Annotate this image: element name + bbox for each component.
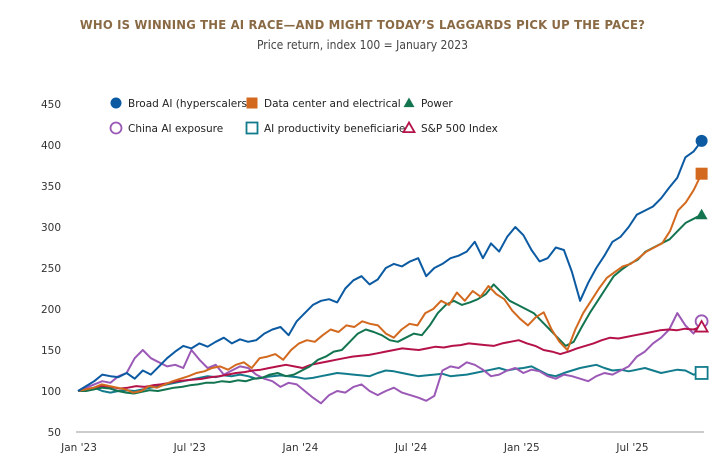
end-marker — [695, 167, 708, 180]
legend-item: Power — [403, 97, 453, 110]
x-tick-label: Jul '23 — [173, 442, 206, 454]
end-marker — [695, 134, 708, 147]
x-tick-label: Jan '24 — [282, 442, 319, 454]
y-tick-label: 450 — [41, 99, 61, 111]
y-tick-label: 250 — [41, 263, 61, 275]
legend-circle-icon — [110, 97, 122, 109]
y-tick-label: 50 — [48, 427, 61, 439]
legend-label: AI productivity beneficiaries — [264, 123, 411, 135]
x-tick-label: Jan '23 — [60, 442, 97, 454]
legend-item: AI productivity beneficiaries — [245, 121, 411, 135]
series-end-markers — [694, 134, 710, 380]
series-line-power — [78, 213, 703, 395]
end-marker — [694, 366, 709, 380]
legend-circle-open-icon — [109, 121, 123, 135]
series-line-broad-ai-hyperscalers- — [77, 140, 703, 392]
series-line-data-center-and-electrical — [77, 173, 703, 394]
legend-triangle-icon — [403, 97, 415, 108]
y-axis: 50 100 150 200 250 300 350 400 450 — [41, 99, 61, 439]
x-tick-label: Jan '25 — [503, 442, 540, 454]
x-tick-label: Jul '25 — [615, 442, 648, 454]
series-lines — [77, 140, 703, 405]
legend-square-open-icon — [245, 121, 259, 135]
series-line-s-p-500-index — [77, 326, 702, 392]
legend-item: Data center and electrical — [246, 97, 401, 110]
chart-title: WHO IS WINNING THE AI RACE—AND MIGHT TOD… — [79, 17, 646, 32]
legend: Broad AI (hyperscalers) Data center and e… — [109, 97, 498, 135]
legend-square-icon — [246, 97, 258, 109]
legend-item: S&P 500 Index — [401, 120, 498, 135]
y-tick-label: 400 — [41, 140, 61, 152]
series-line-china-ai-exposure — [77, 312, 703, 405]
end-marker — [694, 319, 710, 333]
y-tick-label: 100 — [41, 386, 61, 398]
end-marker — [695, 208, 708, 220]
x-axis: Jan '23 Jul '23 Jan '24 Jul '24 Jan '25 Jul '… — [60, 442, 649, 454]
chart-subtitle: Price return, index 100 = January 2023 — [256, 38, 469, 52]
legend-item: Broad AI (hyperscalers) — [110, 97, 251, 110]
legend-label: S&P 500 Index — [421, 123, 498, 135]
legend-label: Broad AI (hyperscalers) — [128, 98, 251, 110]
y-tick-label: 350 — [41, 181, 61, 193]
x-tick-label: Jul '24 — [394, 442, 428, 454]
legend-label: China AI exposure — [128, 123, 223, 135]
legend-item: China AI exposure — [109, 121, 223, 135]
legend-label: Data center and electrical — [264, 98, 401, 110]
legend-label: Power — [421, 98, 453, 110]
y-tick-label: 200 — [41, 304, 61, 316]
legend-triangle-open-icon — [401, 120, 417, 134]
y-tick-label: 150 — [41, 345, 61, 357]
y-tick-label: 300 — [41, 222, 61, 234]
